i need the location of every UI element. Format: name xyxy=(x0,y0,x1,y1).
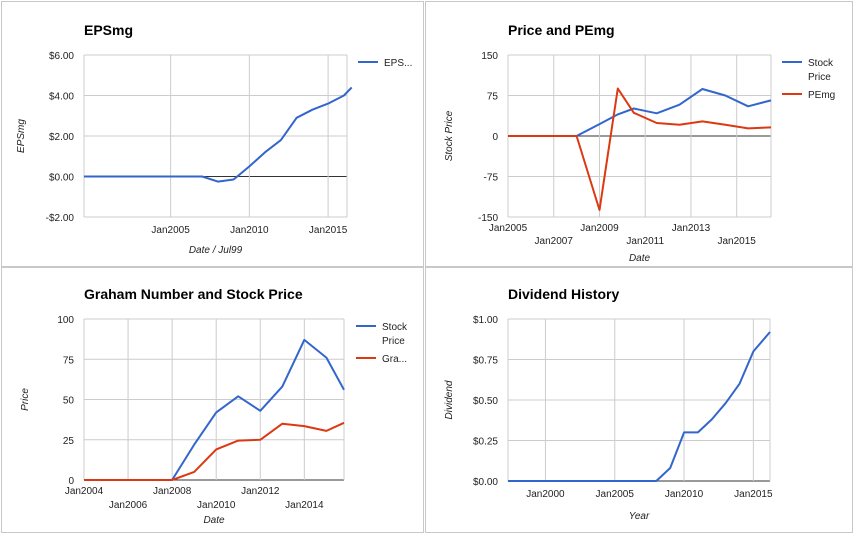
chart-title: Dividend History xyxy=(508,286,619,302)
y-tick-label: 75 xyxy=(487,92,499,103)
y-tick-label: 50 xyxy=(63,396,75,407)
y-tick-label: 150 xyxy=(481,51,498,62)
x-axis-label: Date / Jul99 xyxy=(189,245,243,256)
x-tick-label: Jan2004 xyxy=(65,486,104,497)
x-tick-label: Jan2015 xyxy=(718,236,757,247)
legend-label: PEmg xyxy=(808,90,835,101)
x-tick-label: Jan2005 xyxy=(596,489,635,500)
y-axis-label: Dividend xyxy=(444,380,455,419)
y-tick-label: $1.00 xyxy=(473,315,498,326)
y-tick-label: -75 xyxy=(484,173,499,184)
price-pe-chart-panel: Price and PEmg 150 75 0 -75 -150 Jan2005 Jan200… xyxy=(425,1,853,267)
y-tick-label: $0.00 xyxy=(49,173,74,184)
x-tick-label: Jan2010 xyxy=(197,500,236,511)
x-tick-label: Jan2010 xyxy=(665,489,704,500)
chart-title: Price and PEmg xyxy=(508,22,615,38)
y-tick-label: -150 xyxy=(478,213,498,224)
x-tick-label: Jan2015 xyxy=(734,489,773,500)
y-tick-label: 75 xyxy=(63,355,75,366)
x-axis-label: Date xyxy=(629,253,651,264)
x-tick-label: Jan2008 xyxy=(153,486,192,497)
legend-label: Stock Price xyxy=(808,58,834,83)
dividend-chart-panel: Dividend History $1.00 $0.75 $0.50 $0.25 $0.0… xyxy=(425,267,853,533)
y-tick-label: 0 xyxy=(68,476,74,487)
series-line-1 xyxy=(508,87,772,211)
y-tick-label: $4.00 xyxy=(49,92,74,103)
x-tick-label: Jan2000 xyxy=(526,489,565,500)
y-tick-label: -$2.00 xyxy=(46,213,75,224)
graham-chart: Graham Number and Stock Price1007550250J… xyxy=(20,286,408,526)
series-line-1 xyxy=(84,421,345,481)
chart-title: Graham Number and Stock Price xyxy=(84,286,303,302)
y-tick-label: $0.25 xyxy=(473,437,498,448)
y-tick-label: 0 xyxy=(492,132,498,143)
y-axis-label: EPSmg xyxy=(16,119,27,153)
y-tick-label: 25 xyxy=(63,436,75,447)
chart-title: EPSmg xyxy=(84,22,133,38)
x-tick-label: Jan2011 xyxy=(626,236,664,247)
x-tick-label: Jan2015 xyxy=(309,225,348,236)
graham-chart-panel: Graham Number and Stock Price 100 75 50 25 0 J… xyxy=(1,267,424,533)
x-axis-label: Date xyxy=(203,515,225,526)
series-line-0 xyxy=(84,86,353,183)
series-line-0 xyxy=(84,338,345,481)
eps-chart-panel: EPSmg $6.00 $4.00 $2.00 $0.00 -$2.00 Jan2005 Ja… xyxy=(1,1,424,267)
x-tick-label: Jan2006 xyxy=(109,500,148,511)
y-tick-label: $6.00 xyxy=(49,51,74,62)
x-tick-label: Jan2012 xyxy=(241,486,280,497)
x-tick-label: Jan2014 xyxy=(285,500,324,511)
legend-label: Stock Price xyxy=(382,322,408,347)
x-axis-label: Year xyxy=(629,511,650,522)
legend-label: Gra... xyxy=(382,354,407,365)
y-tick-label: 100 xyxy=(57,315,74,326)
dividend-chart: Dividend History $1.00 $0.75 $0.50 $0.25 $0.0… xyxy=(444,286,773,522)
y-tick-label: $0.00 xyxy=(473,477,498,488)
legend-label: EPS... xyxy=(384,58,412,69)
y-axis-label: Price xyxy=(20,388,31,411)
y-tick-label: $2.00 xyxy=(49,132,74,143)
series-line-0 xyxy=(508,88,772,137)
x-tick-label: Jan2005 xyxy=(151,225,190,236)
eps-chart: EPSmg $6.00 $4.00 $2.00 $0.00 -$2.00 Jan2005 Ja… xyxy=(16,22,412,256)
x-tick-label: Jan2013 xyxy=(672,223,711,234)
x-tick-label: Jan2005 xyxy=(489,223,528,234)
x-tick-label: Jan2007 xyxy=(535,236,574,247)
x-tick-label: Jan2009 xyxy=(580,223,619,234)
y-tick-label: $0.75 xyxy=(473,356,498,367)
y-axis-label: Stock Price xyxy=(444,110,455,161)
x-tick-label: Jan2010 xyxy=(230,225,269,236)
y-tick-label: $0.50 xyxy=(473,396,498,407)
series-line-0 xyxy=(508,331,771,482)
